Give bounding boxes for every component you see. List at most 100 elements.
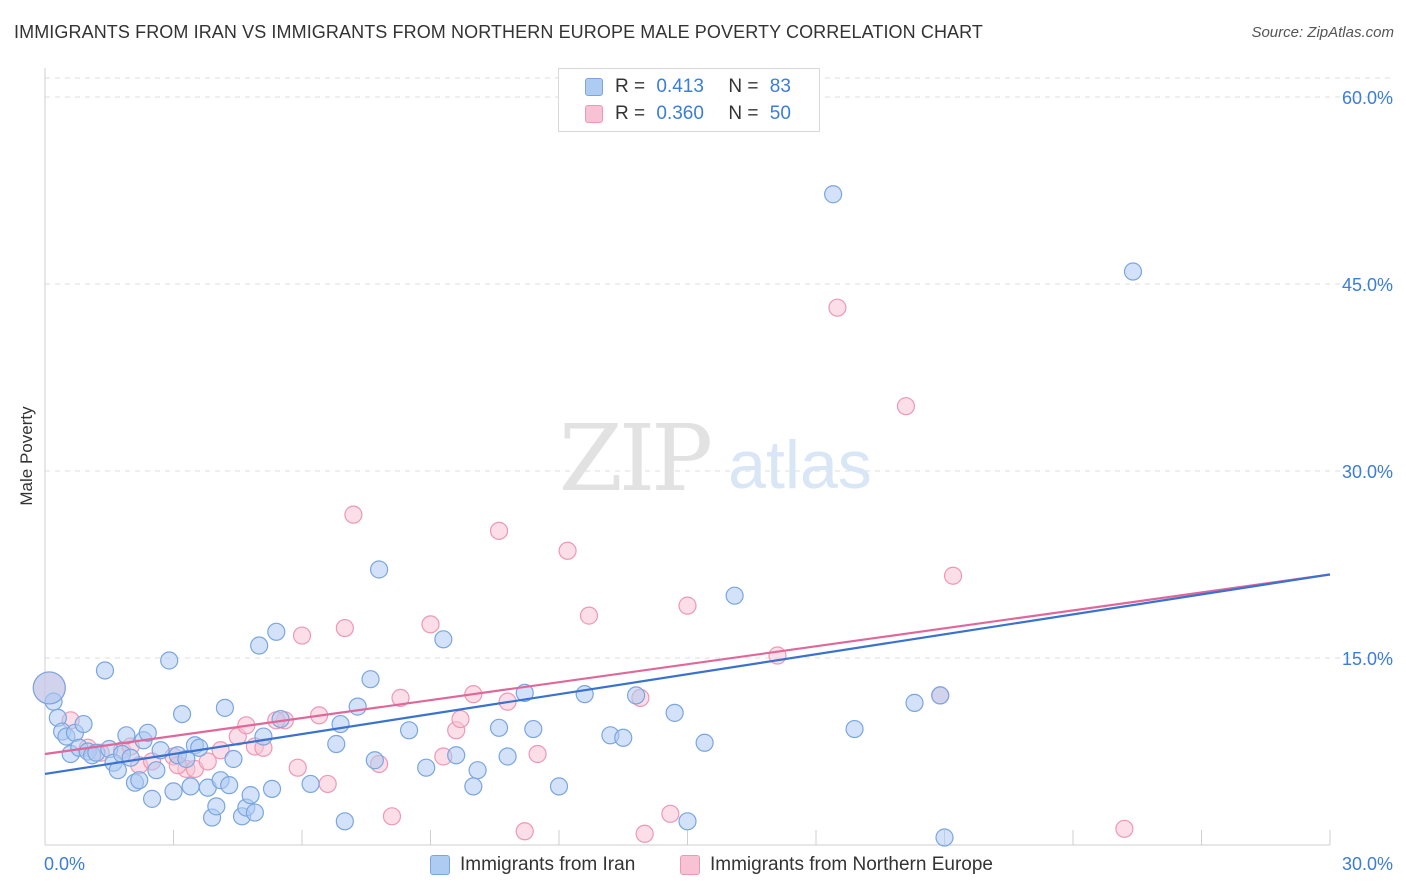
northern-europe-swatch: [585, 105, 603, 123]
ne-n-value: 50: [769, 103, 791, 124]
northern-europe-point: [344, 505, 363, 524]
y-tick-label: 45.0%: [1342, 275, 1393, 295]
northern-europe-point: [489, 521, 509, 540]
watermark-zip: ZIP: [559, 405, 710, 512]
ne-legend-label: Immigrants from Northern Europe: [710, 854, 993, 875]
iran-point: [172, 704, 192, 724]
iran-point: [130, 771, 149, 790]
legend-item-iran: Immigrants from Iran: [430, 852, 635, 878]
iran-point: [434, 630, 453, 649]
iran-point: [931, 686, 950, 705]
ne-r-value: 0.360: [656, 103, 704, 124]
iran-point: [399, 721, 419, 740]
iran-point: [207, 797, 226, 816]
northern-europe-point: [335, 618, 354, 638]
ne-legend-swatch: [680, 855, 700, 875]
legend-row-iran: R = 0.413 N = 83: [585, 75, 791, 99]
iran-point: [845, 719, 864, 739]
northern-europe-point: [515, 822, 534, 841]
iran-point: [489, 718, 509, 737]
iran-r-value: 0.413: [656, 76, 704, 97]
iran-point: [370, 560, 389, 579]
iran-trend-line: [44, 573, 1331, 776]
northern-europe-point: [528, 744, 547, 764]
iran-point: [215, 698, 234, 717]
iran-point: [824, 185, 843, 204]
source-label: Source: ZipAtlas.com: [1251, 24, 1394, 41]
iran-point: [32, 671, 66, 705]
iran-point: [549, 777, 569, 796]
northern-europe-point: [198, 752, 217, 771]
iran-points: [32, 185, 1143, 847]
iran-point: [267, 622, 286, 641]
iran-point: [220, 776, 239, 795]
iran-point: [121, 748, 140, 767]
northern-europe-point: [451, 709, 470, 729]
iran-point: [250, 636, 269, 655]
northern-europe-point: [896, 397, 916, 416]
iran-point: [327, 734, 346, 754]
northern-europe-point: [318, 774, 337, 794]
northern-europe-point: [558, 541, 577, 560]
iran-point: [181, 777, 200, 796]
iran-point: [361, 670, 380, 689]
iran-point: [138, 723, 157, 742]
iran-point: [468, 761, 487, 780]
northern-europe-point: [635, 824, 654, 843]
iran-point: [74, 714, 93, 734]
iran-swatch: [585, 78, 603, 96]
iran-point: [245, 803, 264, 822]
watermark-atlas: atlas: [728, 427, 872, 503]
y-axis-title: Male Poverty: [17, 406, 36, 506]
iran-n-label: N =: [728, 76, 759, 97]
y-tick-label: 30.0%: [1342, 462, 1393, 482]
legend-item-northern-europe: Immigrants from Northern Europe: [680, 852, 993, 878]
watermark: ZIP atlas: [559, 405, 872, 512]
northern-europe-point: [943, 566, 963, 585]
x-tick-label: 30.0%: [1342, 854, 1393, 874]
northern-europe-point: [288, 758, 307, 777]
y-tick-label: 15.0%: [1342, 649, 1393, 669]
iran-point: [254, 727, 273, 746]
x-tick-label: 0.0%: [44, 854, 85, 874]
northern-europe-point: [391, 688, 410, 707]
correlation-legend: R = 0.413 N = 83 R = 0.360 N = 50: [558, 68, 820, 132]
iran-point: [190, 738, 209, 757]
iran-point: [117, 726, 136, 745]
iran-point: [301, 774, 320, 794]
axes: [44, 68, 1331, 846]
northern-europe-point: [579, 606, 599, 625]
iran-point: [164, 782, 183, 801]
ne-n-label: N =: [728, 103, 759, 124]
iran-point: [464, 777, 483, 796]
iran-point: [498, 747, 517, 766]
northern-europe-point: [421, 615, 440, 634]
iran-point: [224, 749, 243, 769]
iran-point: [1123, 262, 1143, 281]
iran-point: [95, 661, 115, 680]
iran-point: [665, 703, 684, 722]
y-tick-label: 60.0%: [1342, 88, 1393, 108]
iran-point: [177, 749, 196, 769]
iran-point: [417, 758, 436, 777]
iran-point: [147, 761, 166, 780]
northern-europe-point: [292, 626, 312, 645]
northern-europe-trend-line: [44, 573, 1331, 756]
northern-europe-point: [382, 807, 402, 826]
chart-title: IMMIGRANTS FROM IRAN VS IMMIGRANTS FROM …: [14, 22, 984, 42]
trend-lines: [44, 573, 1331, 776]
iran-point: [335, 812, 354, 831]
legend-row-northern-europe: R = 0.360 N = 50: [585, 102, 791, 126]
northern-europe-points: [32, 298, 1134, 843]
iran-legend-swatch: [430, 855, 450, 875]
iran-legend-label: Immigrants from Iran: [460, 854, 636, 875]
northern-europe-point: [661, 804, 680, 823]
iran-point: [348, 697, 367, 716]
tick-labels: 15.0% 30.0% 45.0% 60.0% 0.0% 30.0%: [44, 88, 1393, 874]
grid-lines: [45, 77, 1392, 659]
iran-point: [614, 728, 633, 747]
iran-point: [241, 786, 260, 805]
iran-r-label: R =: [615, 76, 646, 97]
northern-europe-point: [828, 298, 847, 317]
